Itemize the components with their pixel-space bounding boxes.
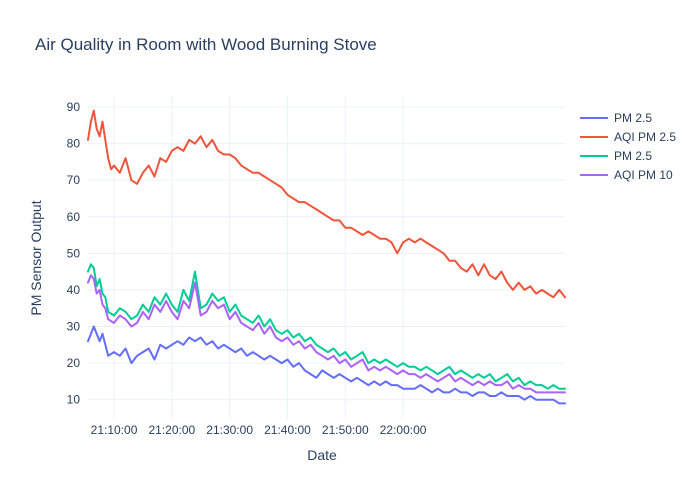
legend-label: PM 2.5: [614, 111, 652, 125]
x-axis-title: Date: [307, 447, 337, 463]
x-tick-label: 21:50:00: [322, 423, 369, 437]
x-tick-label: 21:20:00: [148, 423, 195, 437]
legend-item-aqi-pm25[interactable]: AQI PM 2.5: [580, 130, 676, 144]
legend[interactable]: PM 2.5 AQI PM 2.5 PM 2.5 AQI PM 10: [580, 111, 676, 182]
y-tick-label: 30: [67, 320, 81, 334]
y-axis-title: PM Sensor Output: [28, 200, 44, 315]
y-tick-label: 60: [67, 210, 81, 224]
legend-item-pm25-b[interactable]: PM 2.5: [580, 149, 652, 163]
x-tick-label: 21:10:00: [91, 423, 138, 437]
x-tick-label: 21:40:00: [264, 423, 311, 437]
legend-label: AQI PM 2.5: [614, 130, 676, 144]
chart-title: Air Quality in Room with Wood Burning St…: [35, 35, 377, 54]
series-line-aqi-pm25: [87, 109, 566, 299]
y-tick-label: 10: [67, 393, 81, 407]
y-tick-label: 20: [67, 356, 81, 370]
legend-item-pm25[interactable]: PM 2.5: [580, 111, 652, 125]
x-axis-ticks: 21:10:00 21:20:00 21:30:00 21:40:00 21:50:00…: [91, 423, 427, 437]
gridlines: [88, 96, 565, 418]
y-tick-label: 80: [67, 137, 81, 151]
y-tick-label: 70: [67, 173, 81, 187]
x-tick-label: 22:00:00: [380, 423, 427, 437]
legend-label: AQI PM 10: [614, 168, 673, 182]
y-tick-label: 90: [67, 100, 81, 114]
legend-label: PM 2.5: [614, 149, 652, 163]
y-tick-label: 50: [67, 246, 81, 260]
series-line-aqi-pm10: [87, 274, 566, 394]
y-tick-label: 40: [67, 283, 81, 297]
series-layer: [87, 109, 566, 405]
series-line-pm25-b: [87, 263, 566, 390]
series-line-pm25: [87, 325, 566, 405]
x-tick-label: 21:30:00: [206, 423, 253, 437]
y-axis-ticks: 10 20 30 40 50 60 70 80 90: [67, 100, 81, 407]
legend-item-aqi-pm10[interactable]: AQI PM 10: [580, 168, 673, 182]
